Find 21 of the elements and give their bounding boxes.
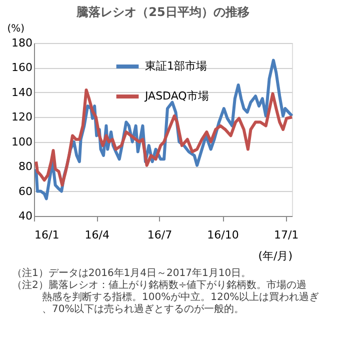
text: （注1）データは2016年1月4日～2017年1月10日。 [12,267,252,279]
y-tick-label: 100 [12,135,32,148]
y-tick-label: 40 [18,210,32,222]
y-tick-label: 180 [12,36,32,50]
chart-title: 騰落レシオ（25日平均）の推移 [76,5,250,19]
y-tick-label: 120 [12,110,32,124]
text: （注2）騰落レシオ：値上がり銘柄数÷値下がり銘柄数。市場の過熱感を判断する指標。100%が中立。120%以上は買われ過ぎ、70%以下は売られ過ぎとするのが一般的。 [12,279,320,315]
x-tick-label: 16/1 [34,228,60,242]
y-axis-title: (%) [7,24,25,34]
x-tick-label: 16/4 [84,228,110,242]
legend-label: JASDAQ市場 [144,90,209,102]
legend-label: 東証1部市場 [145,60,207,72]
x-tick-label: 16/7 [147,228,172,242]
line-series [34,88,294,187]
y-tick-label: 140 [12,86,32,99]
y-tick-label: 160 [12,61,32,74]
x-tick-label: 17/1 [274,228,299,242]
y-tick-label: 80 [18,160,32,174]
x-tick-label: 16/10 [207,228,239,242]
y-tick-label: 60 [18,184,32,198]
x-axis-title: (年/月) [258,250,292,262]
